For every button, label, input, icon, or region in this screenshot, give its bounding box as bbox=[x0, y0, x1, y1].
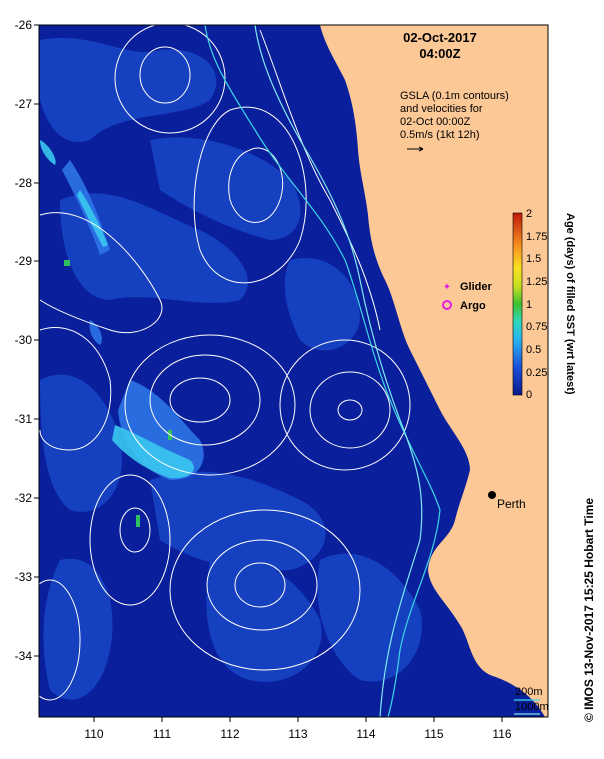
colorbar bbox=[512, 212, 523, 396]
sst-cyan-features bbox=[40, 140, 194, 479]
legend-argo-label: Argo bbox=[460, 300, 486, 312]
colorbar-tick: 1.75 bbox=[526, 231, 547, 243]
perth-marker bbox=[488, 491, 496, 499]
x-axis-labels: 110 111 112 113 114 115 116 bbox=[84, 727, 511, 741]
annotation-line: GSLA (0.1m contours) bbox=[400, 90, 509, 102]
y-tick-label: -26 bbox=[15, 18, 33, 32]
y-tick-label: -29 bbox=[15, 254, 33, 268]
y-tick-label: -31 bbox=[15, 412, 33, 426]
bathy-1000m-label: 1000m bbox=[515, 701, 549, 713]
title-time: 04:00Z bbox=[419, 46, 460, 61]
annotation-line: and velocities for bbox=[400, 103, 483, 115]
axis-ticks bbox=[34, 24, 503, 722]
y-tick-label: -27 bbox=[15, 97, 33, 111]
y-tick-label: -30 bbox=[15, 333, 33, 347]
velocity-scale-arrow bbox=[407, 146, 424, 152]
colorbar-tick: 0.25 bbox=[526, 367, 547, 379]
bathymetry-contours bbox=[204, 25, 441, 717]
x-tick-label: 116 bbox=[492, 727, 511, 741]
colorbar-tick: 1.25 bbox=[526, 276, 547, 288]
colorbar-tick: 1 bbox=[526, 299, 532, 311]
bathy-200m-label: 200m bbox=[515, 686, 543, 698]
colorbar-tick: 0.75 bbox=[526, 321, 547, 333]
title-date: 02-Oct-2017 bbox=[403, 30, 477, 45]
glider-symbol-icon: ✦ bbox=[443, 282, 451, 293]
colorbar-tick: 2 bbox=[526, 208, 532, 220]
colorbar-tick: 1.5 bbox=[526, 253, 541, 265]
x-tick-label: 113 bbox=[288, 727, 307, 741]
y-tick-label: -28 bbox=[15, 176, 33, 190]
annotation-line: 02-Oct 00:00Z bbox=[400, 116, 471, 128]
y-axis-labels: -26 -27 -28 -29 -30 -31 -32 -33 -34 bbox=[15, 18, 33, 663]
y-tick-label: -33 bbox=[15, 570, 33, 584]
legend-glider-label: Glider bbox=[460, 281, 493, 293]
bathymetry-legend: 200m 1000m bbox=[514, 686, 549, 715]
argo-symbol-icon bbox=[442, 300, 452, 310]
annotation-line: 0.5m/s (1kt 12h) bbox=[400, 129, 479, 141]
x-tick-label: 111 bbox=[153, 727, 172, 741]
colorbar-tick: 0 bbox=[526, 389, 532, 401]
x-tick-label: 115 bbox=[424, 727, 443, 741]
credit-text: © IMOS 13-Nov-2017 15:25 Hobart Time bbox=[582, 498, 596, 722]
gsla-contours bbox=[39, 25, 411, 701]
legend: ✦ Glider Argo bbox=[442, 281, 493, 312]
x-tick-label: 114 bbox=[356, 727, 375, 741]
colorbar-labels: 2 1.75 1.5 1.25 1 0.75 0.5 0.25 0 bbox=[526, 208, 547, 401]
y-tick-label: -34 bbox=[15, 649, 33, 663]
land-mass bbox=[320, 25, 548, 717]
map-frame bbox=[38, 24, 549, 718]
x-tick-label: 110 bbox=[84, 727, 103, 741]
ocean-patches bbox=[40, 37, 422, 700]
map-area bbox=[39, 25, 548, 717]
x-tick-label: 112 bbox=[220, 727, 239, 741]
colorbar-title: Age (days) of filled SST (wrt latest) bbox=[564, 213, 576, 395]
perth-label: Perth bbox=[497, 497, 526, 511]
colorbar-tick: 0.5 bbox=[526, 344, 541, 356]
y-tick-label: -32 bbox=[15, 491, 33, 505]
